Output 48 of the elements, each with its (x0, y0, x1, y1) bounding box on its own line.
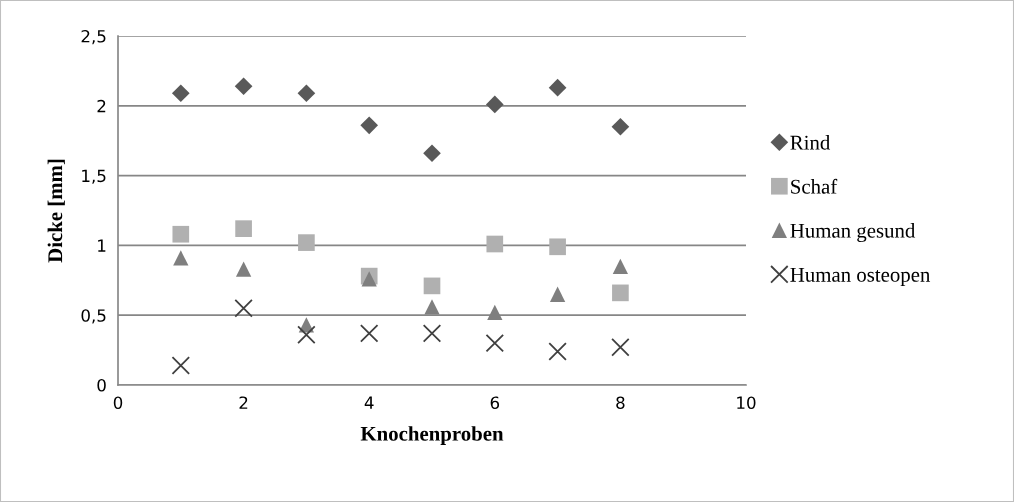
point (487, 304, 503, 321)
point (234, 298, 253, 318)
x-tick-label: 4 (364, 396, 374, 409)
point (297, 84, 316, 103)
point (171, 356, 191, 375)
point (549, 286, 566, 302)
legend-label: Human osteopen (790, 267, 931, 287)
point (171, 84, 190, 103)
point (548, 78, 567, 97)
point (297, 325, 316, 344)
point (359, 324, 379, 343)
legend-label: Rind (790, 135, 831, 150)
y-tick-label: 0,5 (81, 309, 106, 324)
point (611, 117, 630, 136)
point (549, 238, 566, 256)
point (612, 284, 629, 302)
point (361, 271, 377, 287)
x-tick-label: 0 (113, 396, 123, 410)
point (424, 299, 440, 315)
legend-label: Human gesund (790, 223, 916, 243)
y-tick-label: 1 (98, 239, 106, 252)
point (235, 261, 252, 277)
point (611, 338, 630, 357)
x-axis-title: Knochenproben (360, 426, 504, 446)
legend-label: Schaf (791, 178, 838, 194)
point (234, 77, 253, 96)
point (548, 342, 567, 361)
point (485, 95, 504, 114)
x-tick-label: 8 (616, 396, 625, 410)
point (485, 333, 505, 353)
point (173, 250, 189, 266)
point (360, 116, 379, 135)
y-tick-label: 0 (97, 378, 106, 392)
point (612, 258, 629, 274)
point (422, 324, 442, 343)
x-tick-label: 10 (737, 396, 756, 410)
y-tick-label: 2 (97, 99, 106, 113)
y-axis-title: Dicke [mm] (47, 159, 65, 263)
x-tick-label: 2 (239, 396, 248, 409)
point (298, 234, 315, 251)
point (423, 144, 441, 163)
y-tick-label: 2,5 (81, 29, 106, 45)
x-tick-label: 6 (490, 396, 500, 410)
point (172, 225, 190, 243)
y-tick-label: 1,5 (82, 169, 106, 184)
point (235, 220, 252, 237)
point (486, 235, 504, 253)
point (423, 277, 441, 295)
